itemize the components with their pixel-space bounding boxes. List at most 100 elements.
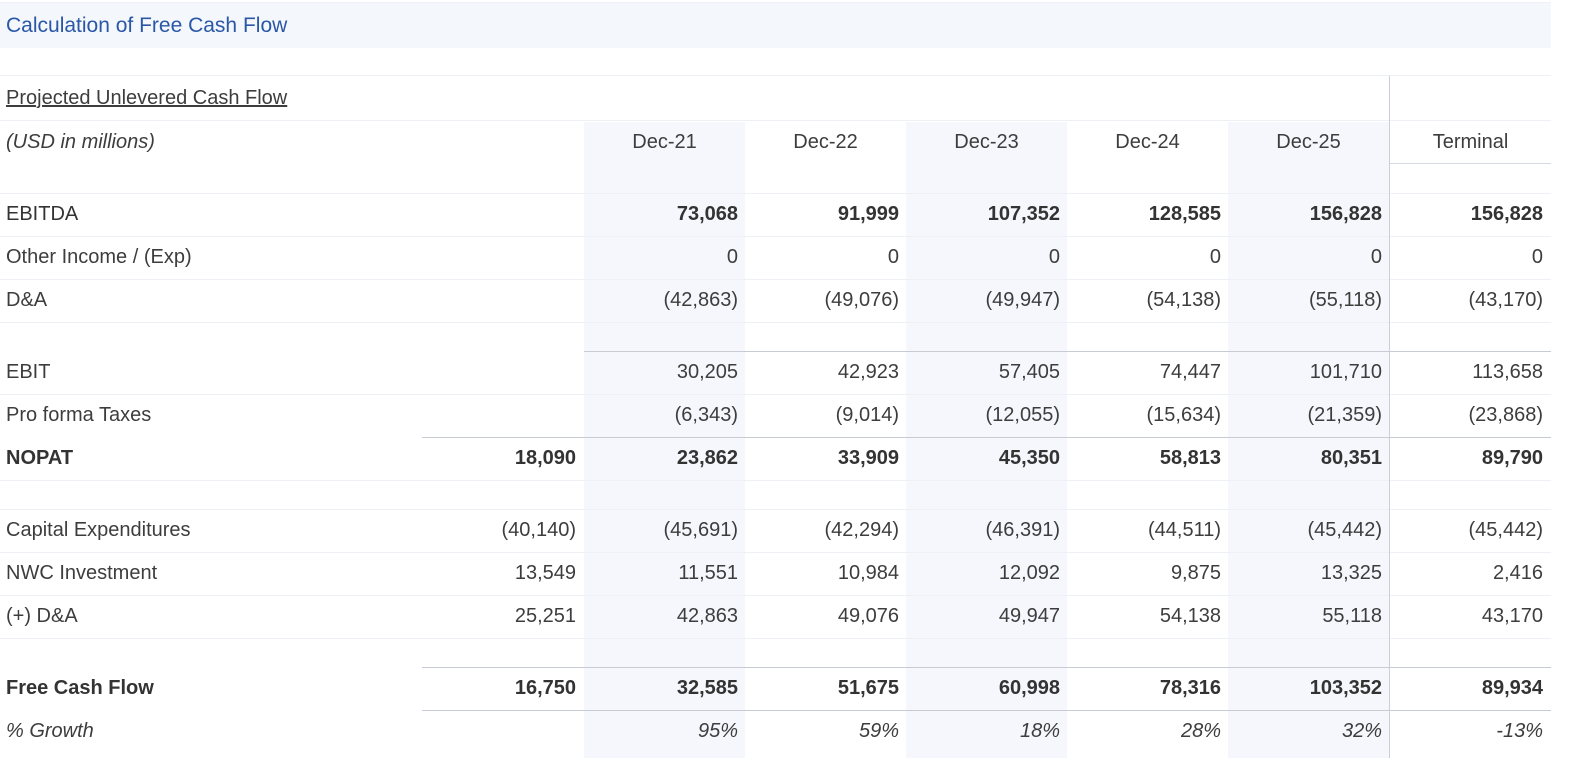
- table-cell: (46,391): [985, 519, 1061, 541]
- table-cell: (45,442): [1307, 519, 1383, 541]
- table-cell: 2,416: [1492, 562, 1543, 584]
- row-label: EBITDA: [6, 203, 79, 225]
- table-cell: 51,675: [837, 677, 899, 699]
- divider: [422, 710, 1551, 711]
- table-cell: 32%: [1341, 720, 1382, 742]
- column-band: [1228, 122, 1389, 758]
- row-label: Pro forma Taxes: [6, 404, 152, 426]
- table-cell: 0: [1531, 246, 1543, 268]
- table-cell: 13,549: [514, 562, 576, 584]
- table-cell: 74,447: [1159, 361, 1221, 383]
- table-cell: 11,551: [678, 562, 738, 584]
- column-header-row: (USD in millions) Dec-21 Dec-22 Dec-23 D…: [0, 121, 1551, 164]
- row-label: Capital Expenditures: [6, 519, 191, 541]
- row-label: Free Cash Flow: [6, 677, 154, 699]
- table-cell: (21,359): [1307, 404, 1383, 426]
- table-cell: 0: [726, 246, 738, 268]
- divider: [1389, 163, 1551, 164]
- table-cell: (55,118): [1308, 289, 1382, 311]
- table-cell: 60,998: [998, 677, 1060, 699]
- table-row-ebit: EBIT 30,205 42,923 57,405 74,447 101,710…: [0, 351, 1551, 394]
- divider: [0, 75, 1551, 76]
- table-cell: 30,205: [676, 361, 738, 383]
- table-cell: (54,138): [1146, 289, 1222, 311]
- row-label: % Growth: [6, 720, 94, 742]
- divider: [0, 394, 1551, 395]
- table-cell: 18%: [1019, 720, 1060, 742]
- column-header: Dec-22: [793, 131, 858, 153]
- table-cell: 101,710: [1309, 361, 1382, 383]
- divider: [0, 322, 1551, 323]
- table-cell: 113,658: [1472, 361, 1543, 383]
- column-band: [906, 122, 1067, 758]
- table-cell: 28%: [1180, 720, 1221, 742]
- divider: [0, 638, 1551, 639]
- table-cell: 0: [887, 246, 899, 268]
- divider: [422, 437, 1551, 438]
- table-cell: 49,076: [837, 605, 899, 627]
- column-header: Dec-21: [632, 131, 697, 153]
- table-row-nopat: NOPAT 18,090 23,862 33,909 45,350 58,813…: [0, 437, 1551, 480]
- table-row-da: D&A (42,863) (49,076) (49,947) (54,138) …: [0, 279, 1551, 322]
- table-cell: 156,828: [1470, 203, 1543, 225]
- table-cell: (49,947): [985, 289, 1061, 311]
- section-header-row: Projected Unlevered Cash Flow: [0, 77, 1551, 120]
- table-cell: 12,092: [998, 562, 1060, 584]
- table-cell: 80,351: [1320, 447, 1382, 469]
- table-cell: 0: [1048, 246, 1060, 268]
- table-cell: (43,170): [1468, 289, 1544, 311]
- divider: [0, 509, 1551, 510]
- table-cell: 55,118: [1322, 605, 1382, 627]
- table-cell: (15,634): [1146, 404, 1222, 426]
- table-cell: 95%: [697, 720, 738, 742]
- table-cell: 25,251: [514, 605, 576, 627]
- table-cell: (23,868): [1468, 404, 1544, 426]
- table-row-taxes: Pro forma Taxes (6,343) (9,014) (12,055)…: [0, 394, 1551, 437]
- table-cell: 13,325: [1320, 562, 1382, 584]
- table-cell: (9,014): [835, 404, 899, 426]
- divider: [422, 667, 1551, 668]
- table-cell: (44,511): [1147, 519, 1221, 541]
- column-band: [584, 122, 745, 758]
- table-cell: 128,585: [1148, 203, 1221, 225]
- table-cell: (42,294): [824, 519, 900, 541]
- units-label: (USD in millions): [6, 131, 155, 153]
- table-cell: 16,750: [514, 677, 576, 699]
- table-cell: 91,999: [837, 203, 899, 225]
- column-header: Dec-25: [1276, 131, 1341, 153]
- table-cell: 9,875: [1170, 562, 1221, 584]
- table-row-growth: % Growth 95% 59% 18% 28% 32% -13%: [0, 710, 1551, 753]
- section-title: Projected Unlevered Cash Flow: [6, 87, 288, 109]
- column-header: Dec-23: [954, 131, 1019, 153]
- table-cell: 49,947: [998, 605, 1060, 627]
- table-cell: 59%: [858, 720, 899, 742]
- table-row-nwc: NWC Investment 13,549 11,551 10,984 12,0…: [0, 552, 1551, 595]
- row-label: NWC Investment: [6, 562, 158, 584]
- table-row-plus-da: (+) D&A 25,251 42,863 49,076 49,947 54,1…: [0, 595, 1551, 638]
- table-cell: 18,090: [514, 447, 576, 469]
- table-cell: 32,585: [676, 677, 738, 699]
- table-cell: (6,343): [674, 404, 738, 426]
- table-cell: 54,138: [1159, 605, 1221, 627]
- row-label: D&A: [6, 289, 48, 311]
- divider: [0, 279, 1551, 280]
- table-cell: 43,170: [1481, 605, 1543, 627]
- divider: [584, 351, 1551, 352]
- table-cell: 156,828: [1309, 203, 1382, 225]
- table-cell: (45,691): [663, 519, 739, 541]
- table-cell: (12,055): [985, 404, 1061, 426]
- row-label: (+) D&A: [6, 605, 78, 627]
- table-cell: 42,923: [837, 361, 899, 383]
- table-cell: 89,790: [1481, 447, 1543, 469]
- column-header: Terminal: [1432, 131, 1509, 153]
- divider: [0, 120, 1551, 121]
- table-cell: 73,068: [676, 203, 738, 225]
- table-cell: 57,405: [998, 361, 1060, 383]
- table-row-fcf: Free Cash Flow 16,750 32,585 51,675 60,9…: [0, 667, 1551, 710]
- table-cell: 0: [1370, 246, 1382, 268]
- table-cell: 107,352: [987, 203, 1060, 225]
- row-label: NOPAT: [6, 447, 74, 469]
- table-cell: 33,909: [837, 447, 899, 469]
- table-cell: 58,813: [1159, 447, 1221, 469]
- divider: [0, 236, 1551, 237]
